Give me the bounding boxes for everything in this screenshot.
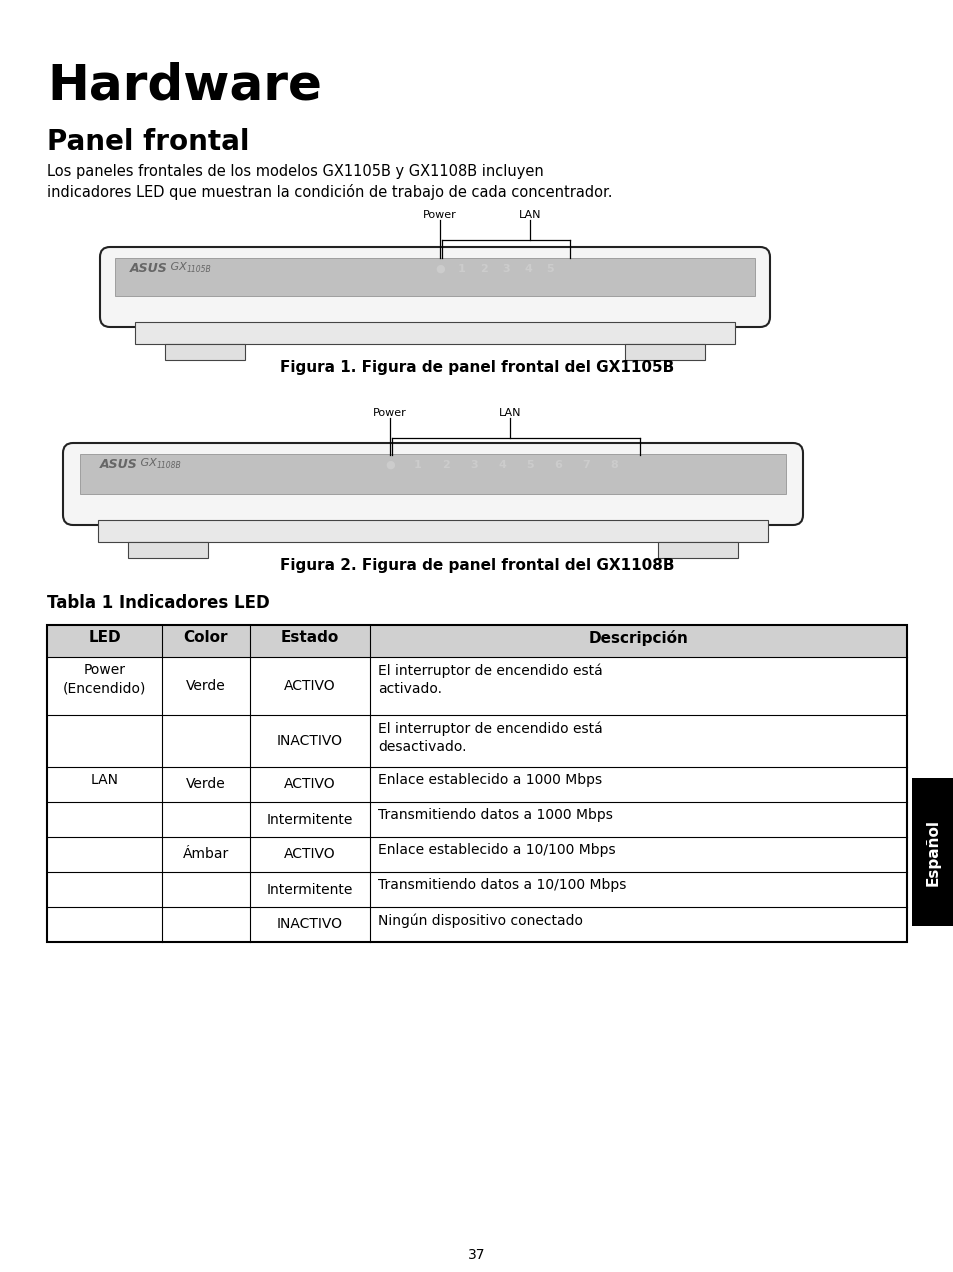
- Text: GX: GX: [167, 262, 187, 272]
- Text: LAN: LAN: [518, 210, 540, 220]
- Text: Color: Color: [184, 630, 228, 645]
- Text: 1: 1: [457, 265, 465, 273]
- Text: Ámbar: Ámbar: [183, 847, 229, 861]
- FancyBboxPatch shape: [100, 247, 769, 327]
- Text: ACTIVO: ACTIVO: [284, 847, 335, 861]
- Text: Power
(Encendido): Power (Encendido): [63, 663, 146, 696]
- Text: 2: 2: [479, 265, 487, 273]
- Bar: [47, 837, 906, 873]
- Bar: [165, 343, 245, 360]
- Text: 4: 4: [523, 265, 532, 273]
- Text: GX: GX: [137, 458, 156, 468]
- Text: Figura 1. Figura de panel frontal del GX1105B: Figura 1. Figura de panel frontal del GX…: [279, 360, 674, 375]
- Text: ●: ●: [435, 265, 444, 273]
- Text: LAN: LAN: [498, 408, 520, 418]
- Text: Ningún dispositivo conectado: Ningún dispositivo conectado: [377, 913, 582, 927]
- Bar: [47, 907, 906, 943]
- Bar: [911, 778, 953, 926]
- Text: Figura 2. Figura de panel frontal del GX1108B: Figura 2. Figura de panel frontal del GX…: [279, 558, 674, 572]
- Text: Los paneles frontales de los modelos GX1105B y GX1108B incluyen: Los paneles frontales de los modelos GX1…: [47, 164, 543, 179]
- Text: El interruptor de encendido está
desactivado.: El interruptor de encendido está desacti…: [377, 721, 602, 754]
- Text: Enlace establecido a 1000 Mbps: Enlace establecido a 1000 Mbps: [377, 773, 601, 787]
- Text: LED: LED: [88, 630, 121, 645]
- Bar: [80, 454, 785, 494]
- Text: ASUS: ASUS: [100, 458, 137, 471]
- Text: 3: 3: [501, 265, 509, 273]
- Bar: [47, 767, 906, 803]
- Text: 1108B: 1108B: [157, 460, 182, 469]
- Text: 1: 1: [414, 460, 421, 469]
- Bar: [135, 322, 734, 343]
- Bar: [47, 658, 906, 715]
- Text: INACTIVO: INACTIVO: [276, 734, 343, 748]
- Bar: [47, 625, 906, 658]
- Text: 3: 3: [470, 460, 477, 469]
- Text: Hardware: Hardware: [47, 62, 321, 109]
- Text: Descripción: Descripción: [588, 630, 688, 646]
- Text: ASUS: ASUS: [130, 262, 168, 275]
- Text: 8: 8: [610, 460, 618, 469]
- Text: Power: Power: [373, 408, 406, 418]
- Text: Transmitiendo datos a 10/100 Mbps: Transmitiendo datos a 10/100 Mbps: [377, 878, 626, 892]
- Text: Español: Español: [924, 818, 940, 885]
- Text: ACTIVO: ACTIVO: [284, 777, 335, 791]
- Bar: [47, 715, 906, 767]
- Text: 5: 5: [526, 460, 534, 469]
- Text: El interruptor de encendido está
activado.: El interruptor de encendido está activad…: [377, 663, 602, 697]
- Text: Verde: Verde: [186, 777, 226, 791]
- Text: 6: 6: [554, 460, 561, 469]
- Text: Enlace establecido a 10/100 Mbps: Enlace establecido a 10/100 Mbps: [377, 843, 615, 857]
- Text: 4: 4: [497, 460, 505, 469]
- Bar: [115, 258, 754, 296]
- Bar: [98, 520, 767, 542]
- Text: 7: 7: [581, 460, 589, 469]
- Text: INACTIVO: INACTIVO: [276, 917, 343, 931]
- Bar: [47, 625, 906, 943]
- Text: ●: ●: [385, 460, 395, 469]
- Text: Power: Power: [423, 210, 456, 220]
- Text: Intermitente: Intermitente: [267, 883, 353, 897]
- Text: ACTIVO: ACTIVO: [284, 679, 335, 693]
- Text: 2: 2: [441, 460, 450, 469]
- Bar: [658, 542, 738, 558]
- Bar: [47, 873, 906, 907]
- Bar: [128, 542, 208, 558]
- Bar: [624, 343, 704, 360]
- Text: Panel frontal: Panel frontal: [47, 128, 250, 156]
- Text: Estado: Estado: [280, 630, 338, 645]
- Text: 5: 5: [546, 265, 554, 273]
- Text: LAN: LAN: [91, 773, 118, 787]
- Text: indicadores LED que muestran la condición de trabajo de cada concentrador.: indicadores LED que muestran la condició…: [47, 184, 612, 200]
- Text: Verde: Verde: [186, 679, 226, 693]
- FancyBboxPatch shape: [63, 443, 802, 525]
- Text: 1105B: 1105B: [187, 265, 212, 273]
- Text: Intermitente: Intermitente: [267, 813, 353, 827]
- Text: Tabla 1 Indicadores LED: Tabla 1 Indicadores LED: [47, 594, 270, 612]
- Bar: [47, 803, 906, 837]
- Text: Transmitiendo datos a 1000 Mbps: Transmitiendo datos a 1000 Mbps: [377, 808, 612, 822]
- Text: 37: 37: [468, 1248, 485, 1262]
